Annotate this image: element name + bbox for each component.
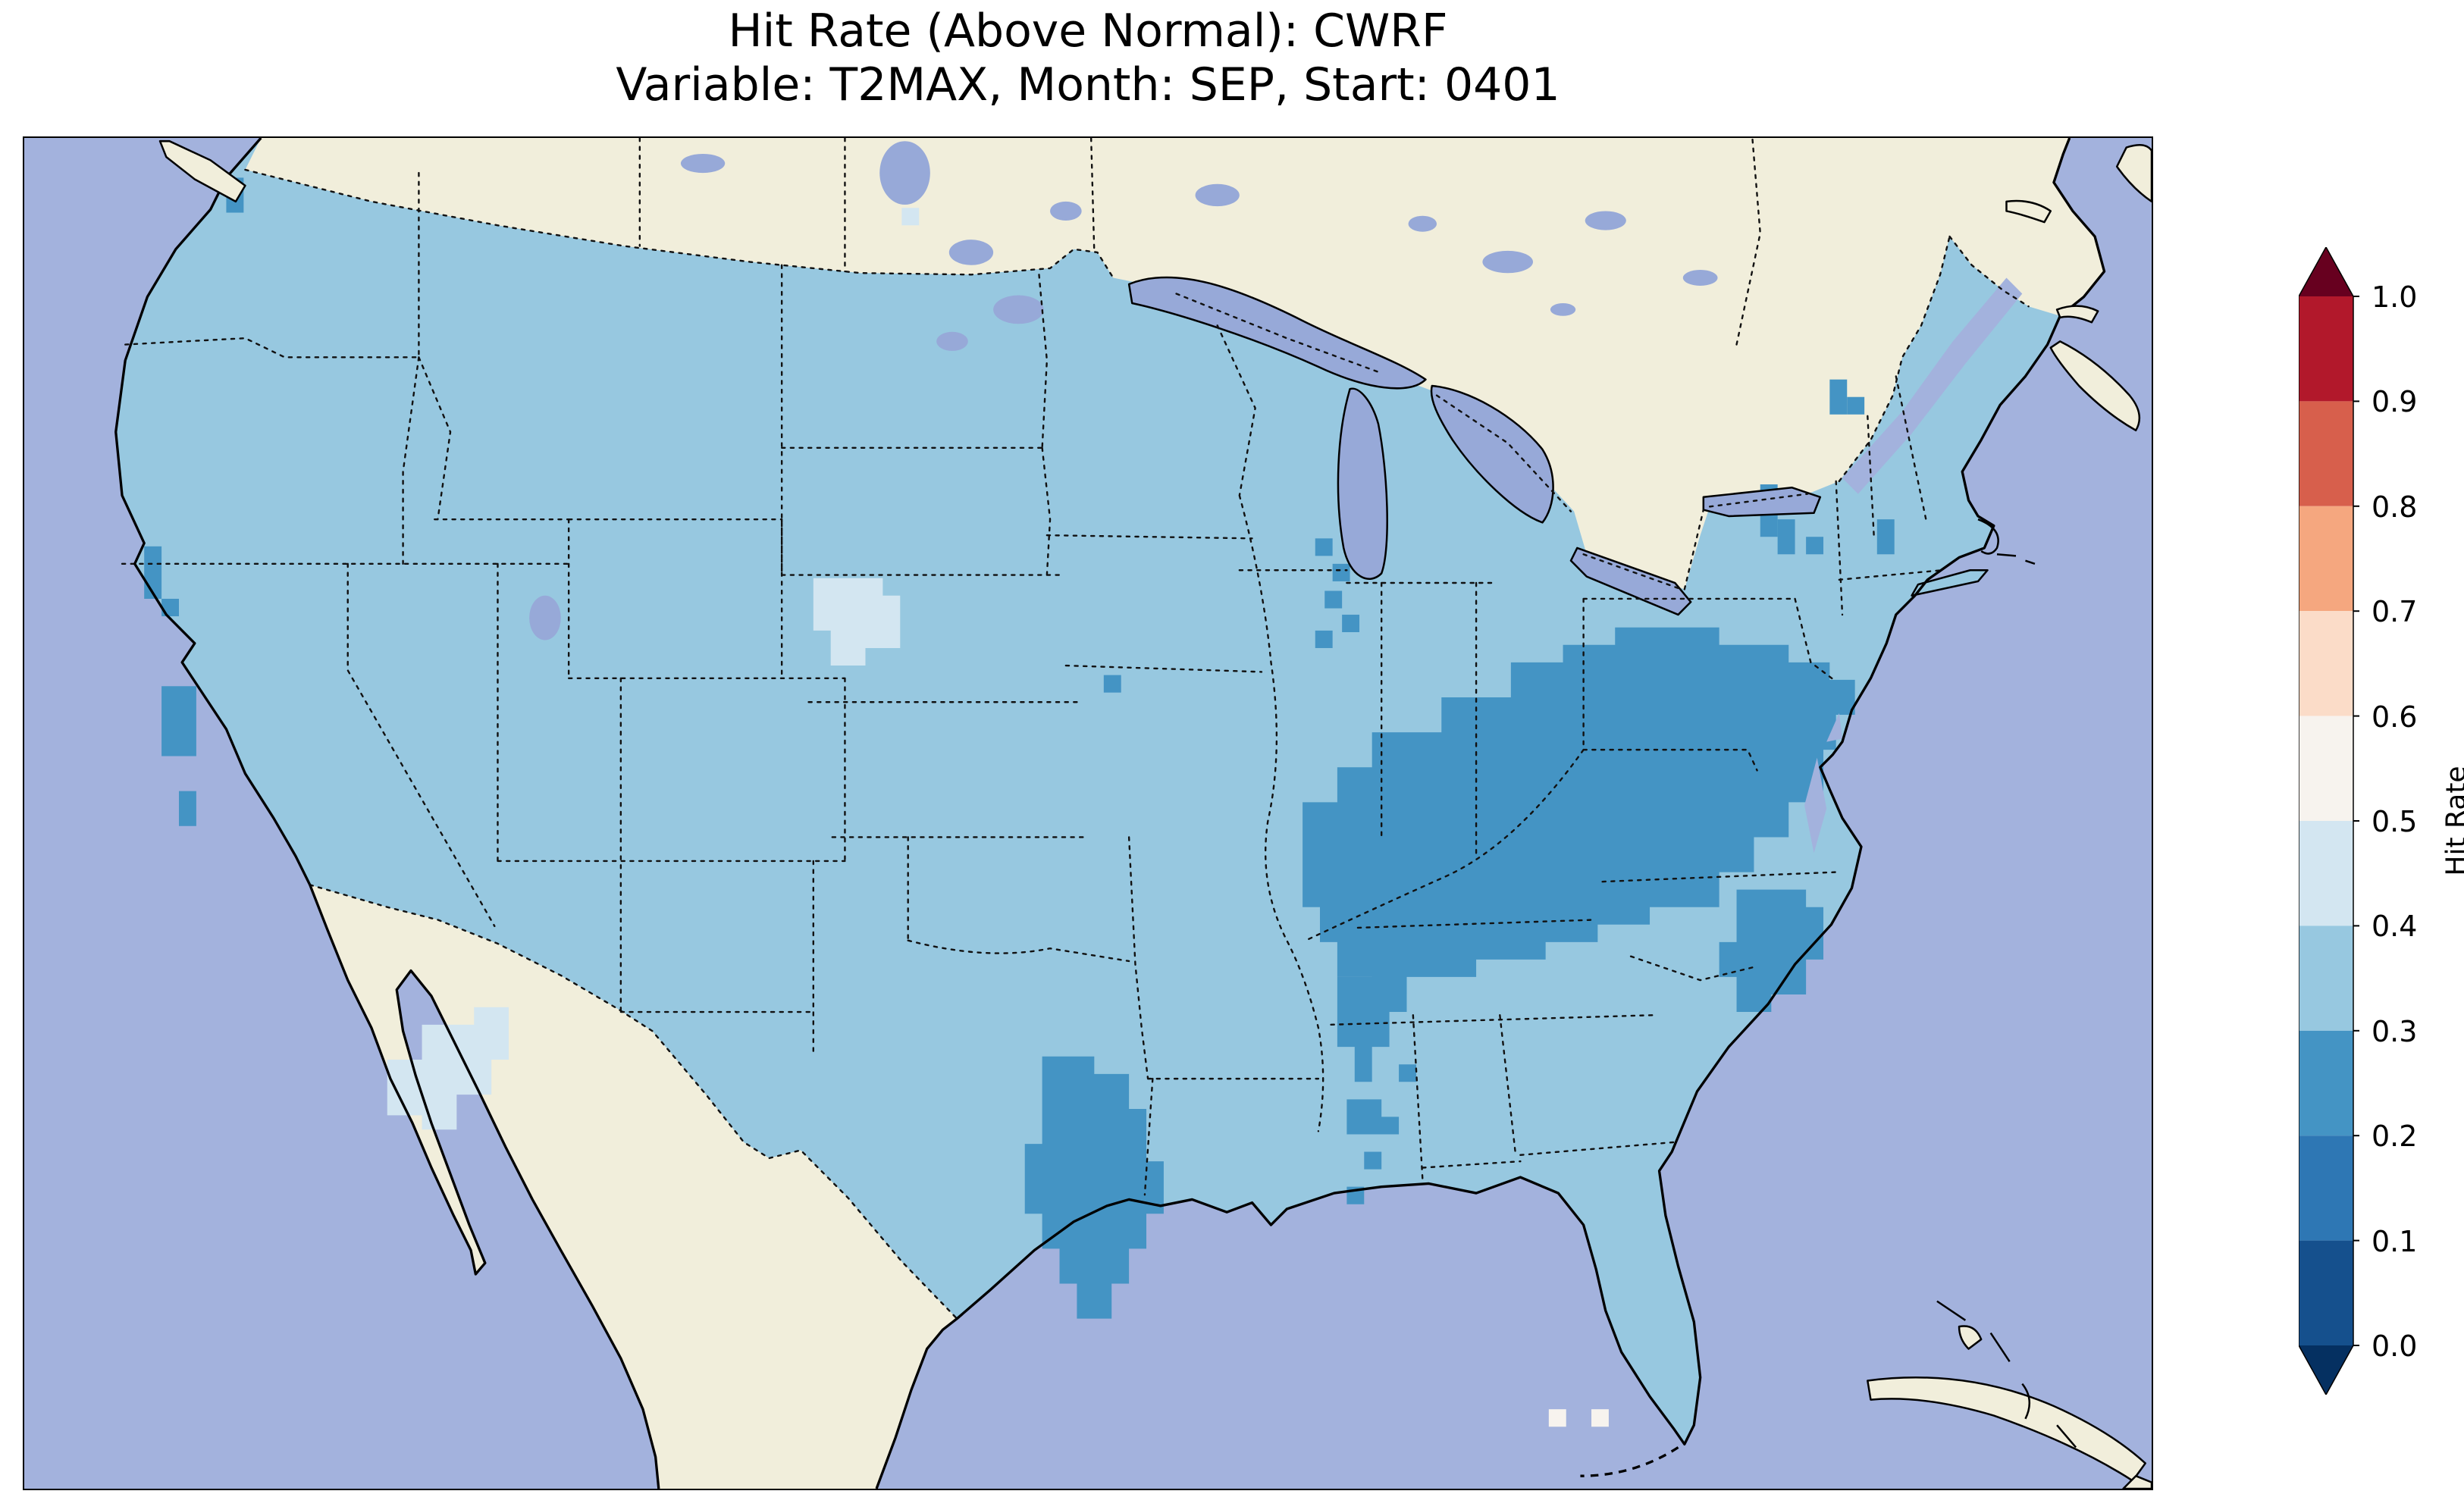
hispaniola: [2122, 1474, 2152, 1489]
figure-title-line1: Hit Rate (Above Normal): CWRF: [728, 5, 1448, 58]
lake-michigan: [1337, 387, 1388, 580]
colorbar-tick-label: 0.3: [2372, 1014, 2418, 1048]
state-borders: [121, 138, 2030, 1320]
andros-island: [1958, 1325, 1983, 1350]
colorbar-tick-label: 0.9: [2372, 385, 2418, 419]
vancouver-island: [158, 139, 246, 203]
figure-title: Hit Rate (Above Normal): CWRF Variable: …: [23, 5, 2153, 112]
us-map-svg: [24, 138, 2152, 1489]
high-hit-rate-patches: [387, 208, 1609, 1427]
lake-huron: [1430, 384, 1554, 524]
bays: [1804, 713, 1843, 853]
colorbar-tick-label: 1.0: [2372, 280, 2418, 314]
cape-cod: [1977, 518, 1999, 555]
florida-keys: [1580, 1446, 1679, 1477]
us-hit-rate-field: [115, 138, 2061, 1445]
colorbar-over-arrow: [2299, 247, 2353, 296]
colorbar-tick-label: 0.4: [2372, 910, 2418, 944]
prince-edward-island: [2055, 305, 2099, 324]
colorbar-ticks: [2353, 296, 2359, 1346]
colorbar-tick-label: 0.8: [2372, 490, 2418, 524]
lake-erie: [1569, 547, 1692, 616]
colorbar-under-arrow: [2299, 1345, 2353, 1395]
colorbar: 1.0 0.9 0.8 0.7 0.6 0.5 0.4 0.3 0.2 0.1 …: [2299, 247, 2464, 1395]
colorbar-axis-label: Hit Rate: [2440, 766, 2464, 876]
map-panel: [23, 136, 2153, 1490]
coastlines: [114, 138, 2106, 1489]
anticosti-island: [2005, 199, 2052, 224]
colorbar-tick-label: 0.1: [2372, 1224, 2418, 1258]
nova-scotia: [2049, 340, 2141, 432]
great-salt-lake: [529, 595, 561, 641]
figure-title-line2: Variable: T2MAX, Month: SEP, Start: 0401: [616, 58, 1560, 111]
colorbar-tick-label: 0.0: [2372, 1330, 2418, 1363]
bahamas: [1936, 553, 2077, 1449]
colorbar-tick-label: 0.5: [2372, 805, 2418, 838]
long-island: [1911, 568, 1989, 597]
colorbar-tick-label: 0.6: [2372, 700, 2418, 734]
canada-lakes: [680, 141, 1718, 351]
islands: [158, 139, 2152, 1489]
st-lawrence-river: [1842, 277, 2023, 494]
colorbar-tick-label: 0.7: [2372, 595, 2418, 629]
colorbar-gradient: [2299, 247, 2359, 1395]
colorbar-tick-label: 0.2: [2372, 1120, 2418, 1154]
newfoundland: [2115, 143, 2152, 203]
